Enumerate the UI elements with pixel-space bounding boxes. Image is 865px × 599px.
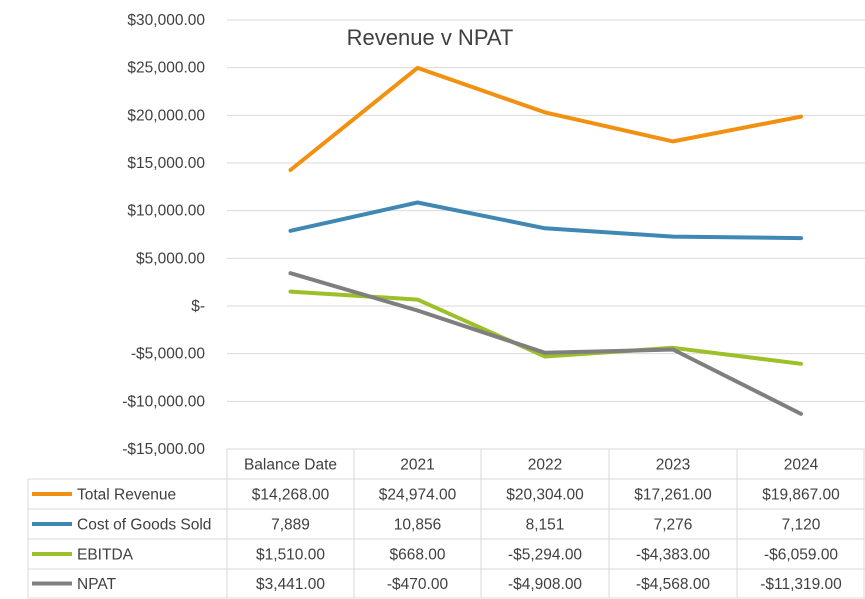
table-cell: 7,276 — [654, 517, 693, 534]
y-tick-label: $10,000.00 — [127, 203, 205, 220]
series-line — [288, 200, 803, 241]
y-tick-label: -$5,000.00 — [131, 346, 205, 363]
table-cell: -$6,059.00 — [764, 547, 838, 564]
table-header-cell: 2022 — [528, 457, 562, 474]
series-line — [288, 65, 803, 172]
table-cell: -$11,319.00 — [760, 576, 842, 593]
table-header-cell: 2021 — [400, 457, 434, 474]
table-cell: 7,889 — [271, 517, 310, 534]
table-cell: -$4,908.00 — [508, 576, 582, 593]
table-header-cell: 2024 — [784, 457, 819, 474]
series-lines — [288, 65, 803, 416]
table-cell: -$470.00 — [387, 576, 449, 593]
y-tick-label: -$15,000.00 — [122, 441, 205, 458]
table-cell: 10,856 — [394, 517, 441, 534]
legend-label: EBITDA — [77, 547, 134, 564]
legend-label: Cost of Goods Sold — [77, 517, 211, 534]
y-tick-label: $20,000.00 — [127, 107, 205, 124]
y-axis-ticks: $30,000.00 $25,000.00 $20,000.00 $15,000.00… — [122, 12, 205, 458]
table-header-cell: Balance Date — [244, 457, 337, 474]
y-tick-label: $30,000.00 — [127, 12, 205, 29]
table-header-cell: 2023 — [656, 457, 690, 474]
table-cell: -$4,568.00 — [636, 576, 710, 593]
table-cell: 8,151 — [526, 517, 565, 534]
table-cell: -$5,294.00 — [508, 547, 582, 564]
table-cell: $24,974.00 — [379, 487, 457, 504]
table-cell: 7,120 — [782, 517, 821, 534]
y-tick-label: $25,000.00 — [127, 60, 205, 77]
table-cell: $19,867.00 — [762, 487, 840, 504]
legend-label: Total Revenue — [77, 487, 176, 504]
y-tick-label: -$10,000.00 — [122, 393, 205, 410]
y-tick-label: $5,000.00 — [136, 250, 205, 267]
table-cell: $14,268.00 — [252, 487, 330, 504]
gridlines — [227, 19, 865, 402]
table-cell: $3,441.00 — [256, 576, 325, 593]
table-cell: $1,510.00 — [256, 547, 325, 564]
table-cell: $668.00 — [389, 547, 445, 564]
table-cell: -$4,383.00 — [636, 547, 710, 564]
y-tick-label: $- — [191, 298, 205, 315]
table-cell: $20,304.00 — [506, 487, 584, 504]
legend-label: NPAT — [77, 576, 117, 593]
table-cell: $17,261.00 — [634, 487, 712, 504]
data-table: Balance Date 2021 2022 2023 2024 Total Revenu… — [27, 448, 865, 599]
chart-title: Revenue v NPAT — [347, 25, 514, 50]
series-line — [288, 271, 803, 416]
y-tick-label: $15,000.00 — [127, 155, 205, 172]
